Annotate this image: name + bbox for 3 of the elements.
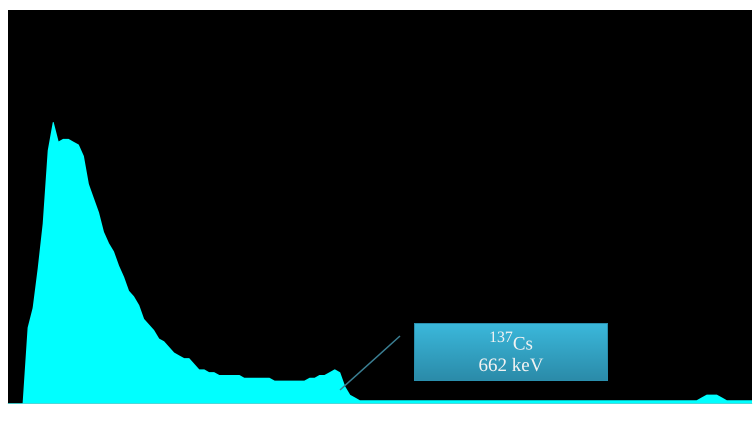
annotation: 662 keV — [478, 355, 544, 378]
callout: $^{137}$Cs 662 keV — [338, 323, 608, 392]
annotation: $^{137}$Cs — [488, 328, 534, 356]
